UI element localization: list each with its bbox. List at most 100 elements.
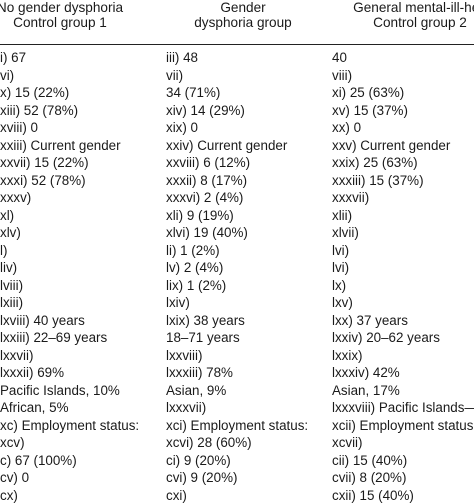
table-cell: lxv) [332,295,353,310]
table-row: African, 5% lxxxvii) lxxxviii) Pacific Isl… [0,400,474,416]
table-cell: lxx) 37 years [332,312,408,328]
table-cell: iii) 48 [166,50,198,65]
table-cell: cv) 0 [0,470,30,485]
table-cell: African, 5% [0,400,69,415]
table-cell: lxxxiv) 42% [332,365,400,380]
table-row: i) 67 iii) 48 40 [0,50,474,66]
table-cell: lvi) [332,260,350,275]
table-cell: xxxvii) [332,190,370,205]
table-cell: 18–71 years [166,330,240,345]
table-cell: lxxiii) 22–69 years [0,330,108,345]
table-cell: xlvii) [332,225,359,240]
table-cell: xix) 0 [166,120,198,135]
table-cell: cvii) 8 (20%) [332,470,407,485]
table-cell: c) 67 (100%) [0,452,77,468]
table-cell: lv) 2 (4%) [166,260,224,275]
table-cell: i) 67 [0,50,27,65]
table-cell: lx) [332,277,347,293]
table-row: xxxv) xxxvi) 2 (4%) xxxvii) [0,190,474,206]
table-cell: x) 15 (22%) [0,85,70,100]
table-cell: xlii) [332,207,353,223]
table-cell: xcvi) 28 (60%) [166,435,252,450]
table-cell: xviii) 0 [0,120,38,135]
table-row: xxvii) 15 (22%) xxviii) 6 (12%) xxix) 25 (… [0,155,474,171]
table-row: lviii) lix) 1 (2%) lx) [0,278,474,294]
table-cell: xxvii) 15 (22%) [0,155,89,170]
table-cell: xcvii) [332,435,363,450]
table-cell: lxxvii) [0,347,34,363]
table-row: xxiii) Current gender xxiv) Current gende… [0,138,474,154]
table-cell: xv) 15 (37%) [332,102,408,118]
table-cell: vii) [166,67,184,83]
table-cell: xx) 0 [332,120,362,135]
table-cell: Pacific Islands, 10% [0,382,120,398]
table-cell: lxxxii) 69% [0,365,64,380]
table-row: xxxi) 52 (78%) xxxii) 8 (17%) xxxiii) 15 (… [0,173,474,189]
table-cell: xci) Employment status: [166,417,309,433]
table-row: lxxiii) 22–69 years 18–71 years lxxiv) 20–… [0,330,474,346]
table-row: xviii) 0 xix) 0 xx) 0 [0,120,474,136]
table-row: lxviii) 40 years lxix) 38 years lxx) 37 ye… [0,313,474,329]
table-cell: 40 [332,50,347,65]
table-cell: xxviii) 6 (12%) [166,155,251,170]
table-cell: lxxxvii) [166,400,207,415]
table-cell: xxxii) 8 (17%) [166,172,248,188]
table-cell: xxxv) [0,190,32,205]
table-row: x) 15 (22%) 34 (71%) xi) 25 (63%) [0,85,474,101]
table-cell: Asian, 9% [166,382,227,398]
table-row: xiii) 52 (78%) xiv) 14 (29%) xv) 15 (37%) [0,103,474,119]
table-cell: xxxiii) 15 (37%) [332,172,424,188]
table-cell: xiv) 14 (29%) [166,102,245,118]
table-row: cv) 0 cvi) 9 (20%) cvii) 8 (20%) [0,470,474,486]
table-cell: 34 (71%) [166,85,221,100]
table-cell: xlvi) 19 (40%) [166,225,248,240]
table-row: xl) xli) 9 (19%) xlii) [0,208,474,224]
table-cell: lix) 1 (2%) [166,277,227,293]
table-row: liv) lv) 2 (4%) lvi) [0,260,474,276]
column-header-control-group-1: No gender dysphoria Control group 1 [0,0,160,44]
table-cell: lxxviii) [166,347,203,363]
column-header-line: Control group 2 [373,15,467,30]
table-cell: cxii) 15 (40%) [332,487,414,503]
table-row: lxxvii) lxxviii) lxxix) [0,348,474,364]
table-cell: xcii) Employment status [332,417,474,433]
table-row: vi) vii) viii) [0,68,474,84]
table-cell: lxxxiii) 78% [166,365,233,380]
table-cell: lviii) [0,277,24,293]
table-cell: xxix) 25 (63%) [332,155,418,170]
table-cell: lxxix) [332,347,363,363]
table-row: c) 67 (100%) ci) 9 (20%) cii) 15 (40%) [0,453,474,469]
table-cell: xc) Employment status: [0,417,140,433]
column-header-line: Gender [220,0,266,15]
table-cell: xl) [0,207,15,223]
table-cell: xxv) Current gender [332,137,451,153]
table-row: lxiii) lxiv) lxv) [0,295,474,311]
table-cell: xli) 9 (19%) [166,207,234,223]
table-row: l) li) 1 (2%) lvi) [0,243,474,259]
header-rule [0,44,474,45]
table-cell: xxiii) Current gender [0,137,121,153]
table-cell: cii) 15 (40%) [332,452,408,468]
table-cell: lvi) [332,242,350,258]
column-header-line: dysphoria group [194,15,292,30]
table-row: cx) cxi) cxii) 15 (40%) [0,488,474,504]
column-header-line: No gender dysphoria [0,0,124,15]
table-cell: lxxiv) 20–62 years [332,330,440,345]
table-row: xcv) xcvi) 28 (60%) xcvii) [0,435,474,451]
table-cell: xxxi) 52 (78%) [0,172,86,188]
table-cell: lxix) 38 years [166,312,245,328]
table-cell: liv) [0,260,18,275]
table-cell: xi) 25 (63%) [332,85,405,100]
column-header-control-group-2: General mental-ill-hea Control group 2 [315,0,474,44]
table-cell: xlv) [0,225,21,240]
table-cell: ci) 9 (20%) [166,452,231,468]
table-cell: viii) [332,67,353,83]
table-cell: xcv) [0,435,25,450]
table-cell: xxiv) Current gender [166,137,288,153]
table-cell: cvi) 9 (20%) [166,470,238,485]
table-cell: cx) [0,487,18,503]
table-row: Pacific Islands, 10% Asian, 9% Asian, 17% [0,383,474,399]
table-cell: lxviii) 40 years [0,312,85,328]
table-cell: xxxvi) 2 (4%) [166,190,244,205]
table-cell: cxi) [166,487,187,503]
